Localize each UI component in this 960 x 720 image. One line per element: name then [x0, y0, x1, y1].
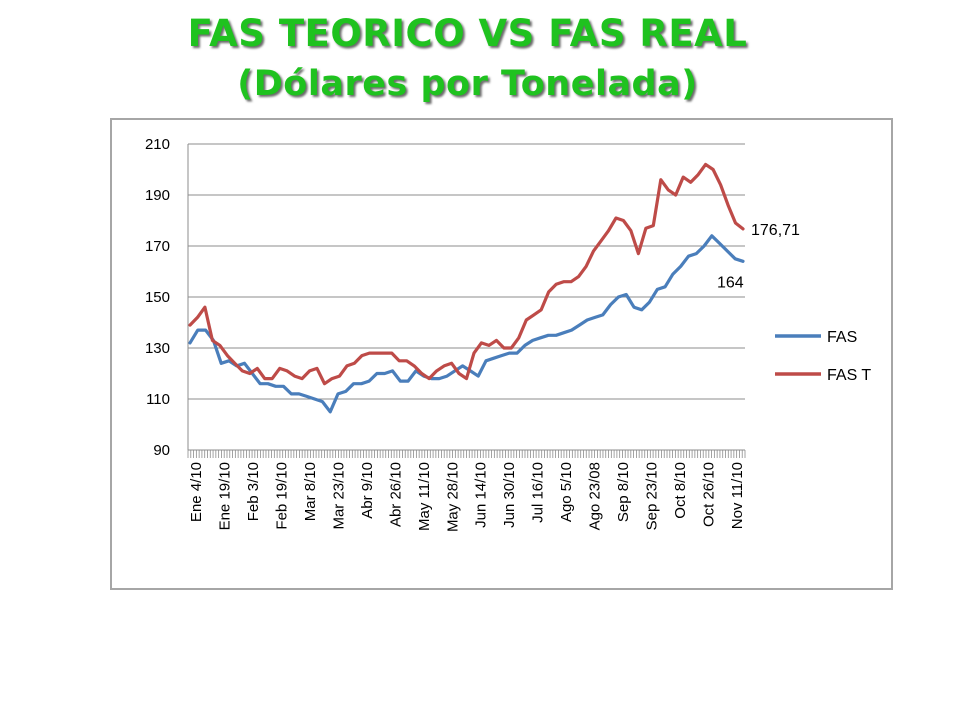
- x-tick-label: Abr 9/10: [359, 462, 376, 519]
- x-tick-label: Ago 23/08: [587, 462, 604, 530]
- x-tick-label: Jul 16/10: [530, 462, 547, 523]
- series-line-fas: [188, 234, 745, 414]
- y-tick-label: 210: [145, 136, 170, 153]
- x-tick-label: Sep 8/10: [615, 462, 632, 522]
- data-label: 164: [717, 274, 744, 291]
- x-tick-label: Feb 3/10: [245, 462, 262, 521]
- x-tick-label: Abr 26/10: [387, 462, 404, 527]
- x-tick-label: Oct 8/10: [672, 462, 689, 519]
- x-tick-label: May 28/10: [444, 462, 461, 532]
- y-tick-label: 170: [145, 238, 170, 255]
- x-tick-label: Jun 14/10: [473, 462, 490, 528]
- x-tick-label: Ago 5/10: [558, 462, 575, 522]
- y-tick-label: 190: [145, 187, 170, 204]
- x-tick-label: Feb 19/10: [273, 462, 290, 530]
- x-tick-label: Mar 23/10: [330, 462, 347, 530]
- y-tick-label: 150: [145, 289, 170, 306]
- x-tick-label: May 11/10: [416, 462, 433, 531]
- x-tick-label: Sep 23/10: [644, 462, 661, 530]
- x-tick-label: Jun 30/10: [501, 462, 518, 528]
- x-tick-label: Ene 4/10: [188, 462, 205, 522]
- data-label: 176,71: [751, 222, 800, 239]
- x-tick-label: Mar 8/10: [302, 462, 319, 521]
- x-tick-label: Oct 26/10: [701, 462, 718, 527]
- series-line-fas-t: [188, 162, 745, 386]
- legend-label: FAS T: [827, 367, 871, 384]
- x-tick-label: Nov 11/10: [729, 462, 746, 529]
- y-tick-label: 130: [145, 340, 170, 357]
- legend-label: FAS: [827, 329, 857, 346]
- chart-subtitle: (Dólares por Tonelada): [237, 64, 698, 104]
- chart-title: FAS TEORICO VS FAS REAL: [187, 12, 748, 55]
- y-tick-label: 110: [146, 391, 170, 408]
- x-tick-label: Ene 19/10: [216, 462, 233, 530]
- y-tick-label: 90: [153, 442, 170, 459]
